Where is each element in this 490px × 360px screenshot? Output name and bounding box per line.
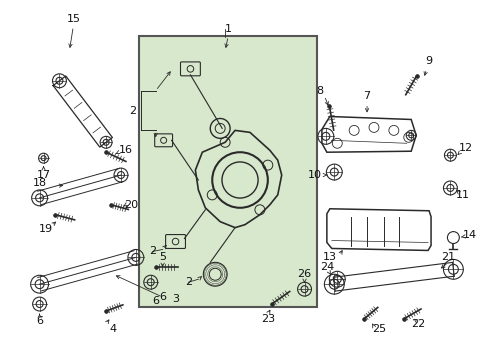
- Text: 8: 8: [316, 86, 323, 96]
- Text: 6: 6: [159, 292, 166, 302]
- Text: 9: 9: [425, 56, 432, 66]
- Text: 1: 1: [224, 24, 232, 34]
- Text: 23: 23: [261, 314, 275, 324]
- Text: 21: 21: [441, 252, 456, 262]
- Text: 18: 18: [32, 178, 47, 188]
- Text: 5: 5: [159, 252, 166, 262]
- Text: 16: 16: [119, 145, 133, 155]
- Text: 6: 6: [36, 316, 43, 326]
- FancyBboxPatch shape: [139, 36, 318, 307]
- Text: 2: 2: [185, 277, 192, 287]
- Text: 22: 22: [412, 319, 426, 329]
- Text: 6: 6: [152, 296, 159, 306]
- Text: 20: 20: [124, 200, 138, 210]
- Text: 2: 2: [149, 247, 156, 256]
- Text: 24: 24: [320, 262, 335, 272]
- Text: 10: 10: [307, 170, 321, 180]
- Text: 26: 26: [297, 269, 312, 279]
- Text: 7: 7: [364, 91, 370, 101]
- Text: 12: 12: [459, 143, 473, 153]
- Text: 17: 17: [36, 170, 50, 180]
- Text: 14: 14: [463, 230, 477, 239]
- Text: 15: 15: [66, 14, 80, 24]
- Text: 4: 4: [109, 324, 117, 334]
- Text: 3: 3: [172, 294, 179, 304]
- Text: 19: 19: [39, 224, 52, 234]
- Text: 11: 11: [456, 190, 470, 200]
- Text: 13: 13: [322, 252, 336, 262]
- Text: 25: 25: [372, 324, 386, 334]
- Text: 2: 2: [129, 105, 136, 116]
